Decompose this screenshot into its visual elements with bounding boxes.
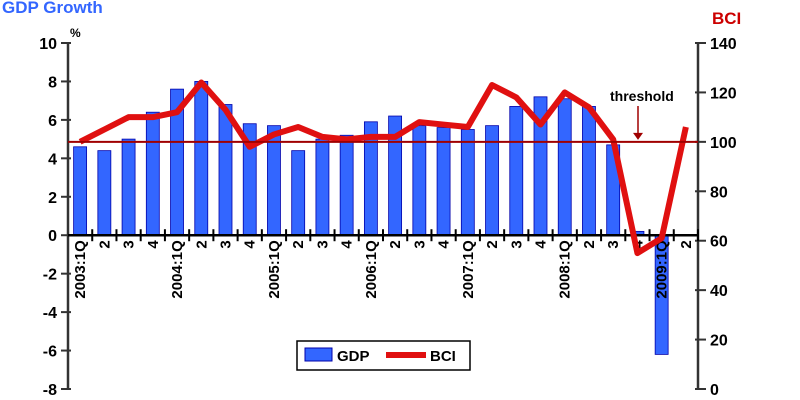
ylabel-left: %	[70, 26, 81, 40]
right-tick-label-0: 0	[710, 382, 719, 399]
x-tick-label-11: 4	[339, 240, 356, 249]
gdp-bar-15	[436, 127, 451, 236]
left-tick-label-10: 10	[39, 36, 57, 53]
x-tick-label-12: 2006:1Q	[363, 240, 380, 299]
threshold-label: threshold	[610, 88, 674, 104]
x-tick-label-5: 2	[193, 240, 210, 248]
gdp-bar-9	[291, 150, 306, 236]
left-tick-label--6: -6	[43, 344, 57, 361]
right-tick-label-120: 120	[710, 85, 737, 102]
legend-gdp-label: GDP	[337, 348, 370, 365]
right-tick-label-40: 40	[710, 283, 728, 300]
gdp-bar-6	[218, 104, 233, 236]
gdp-bar-21	[582, 106, 596, 236]
x-tick-label-25: 2	[678, 240, 695, 248]
left-tick-label-4: 4	[48, 151, 57, 168]
x-tick-label-6: 3	[218, 240, 235, 248]
x-tick-label-21: 2	[581, 240, 598, 248]
gdp-bar-20	[557, 98, 572, 236]
x-tick-label-13: 2	[387, 240, 404, 248]
x-tick-label-8: 2005:1Q	[266, 240, 283, 299]
x-tick-label-18: 3	[508, 240, 525, 248]
threshold-arrowhead-icon	[633, 132, 643, 140]
gdp-bar-10	[315, 138, 330, 236]
left-tick-label-6: 6	[48, 113, 57, 130]
x-tick-label-0: 2003:1Q	[72, 240, 89, 299]
bci-line	[78, 79, 689, 257]
left-tick-label-2: 2	[48, 190, 57, 207]
gdp-bar-16	[460, 129, 475, 236]
left-tick-label-8: 8	[48, 74, 57, 91]
title-left: GDP Growth	[2, 0, 103, 17]
x-tick-label-7: 4	[242, 240, 259, 249]
gdp-bar-3	[145, 111, 160, 236]
x-tick-label-20: 2008:1Q	[557, 240, 574, 299]
x-tick-label-22: 3	[605, 240, 622, 248]
left-tick-label--2: -2	[43, 267, 57, 284]
x-tick-label-3: 4	[145, 240, 162, 249]
left-tick-label--4: -4	[43, 305, 57, 322]
legend-gdp-swatch	[304, 347, 333, 362]
gdp-bar-18	[509, 106, 524, 236]
x-tick-label-1: 2	[96, 240, 113, 248]
x-tick-label-16: 2007:1Q	[460, 240, 477, 299]
x-tick-label-2: 3	[121, 240, 138, 248]
gdp-bar-5	[194, 81, 209, 236]
legend-bci-label: BCI	[430, 348, 456, 365]
gdp-bar-1	[97, 150, 112, 236]
right-tick-label-60: 60	[710, 234, 728, 251]
gdp-bar-0	[73, 146, 88, 236]
gdp-bar-2	[121, 138, 136, 236]
x-tick-label-14: 3	[411, 240, 428, 248]
x-tick-label-4: 2004:1Q	[169, 240, 186, 299]
right-tick-label-80: 80	[710, 184, 728, 201]
x-tick-label-15: 4	[436, 240, 453, 249]
x-tick-label-19: 4	[533, 240, 550, 249]
gdp-bar-11	[339, 134, 354, 236]
right-tick-label-20: 20	[710, 333, 728, 350]
legend: GDP BCI	[296, 340, 471, 371]
left-tick-label-0: 0	[48, 228, 57, 245]
x-tick-label-17: 2	[484, 240, 501, 248]
x-tick-label-10: 3	[314, 240, 331, 248]
left-tick-label--8: -8	[43, 382, 57, 399]
title-right: BCI	[712, 9, 741, 28]
right-tick-label-100: 100	[710, 135, 737, 152]
right-tick-label-140: 140	[710, 36, 737, 53]
x-tick-label-9: 2	[290, 240, 307, 248]
x-tick-label-24: 2009:1Q	[654, 240, 671, 299]
